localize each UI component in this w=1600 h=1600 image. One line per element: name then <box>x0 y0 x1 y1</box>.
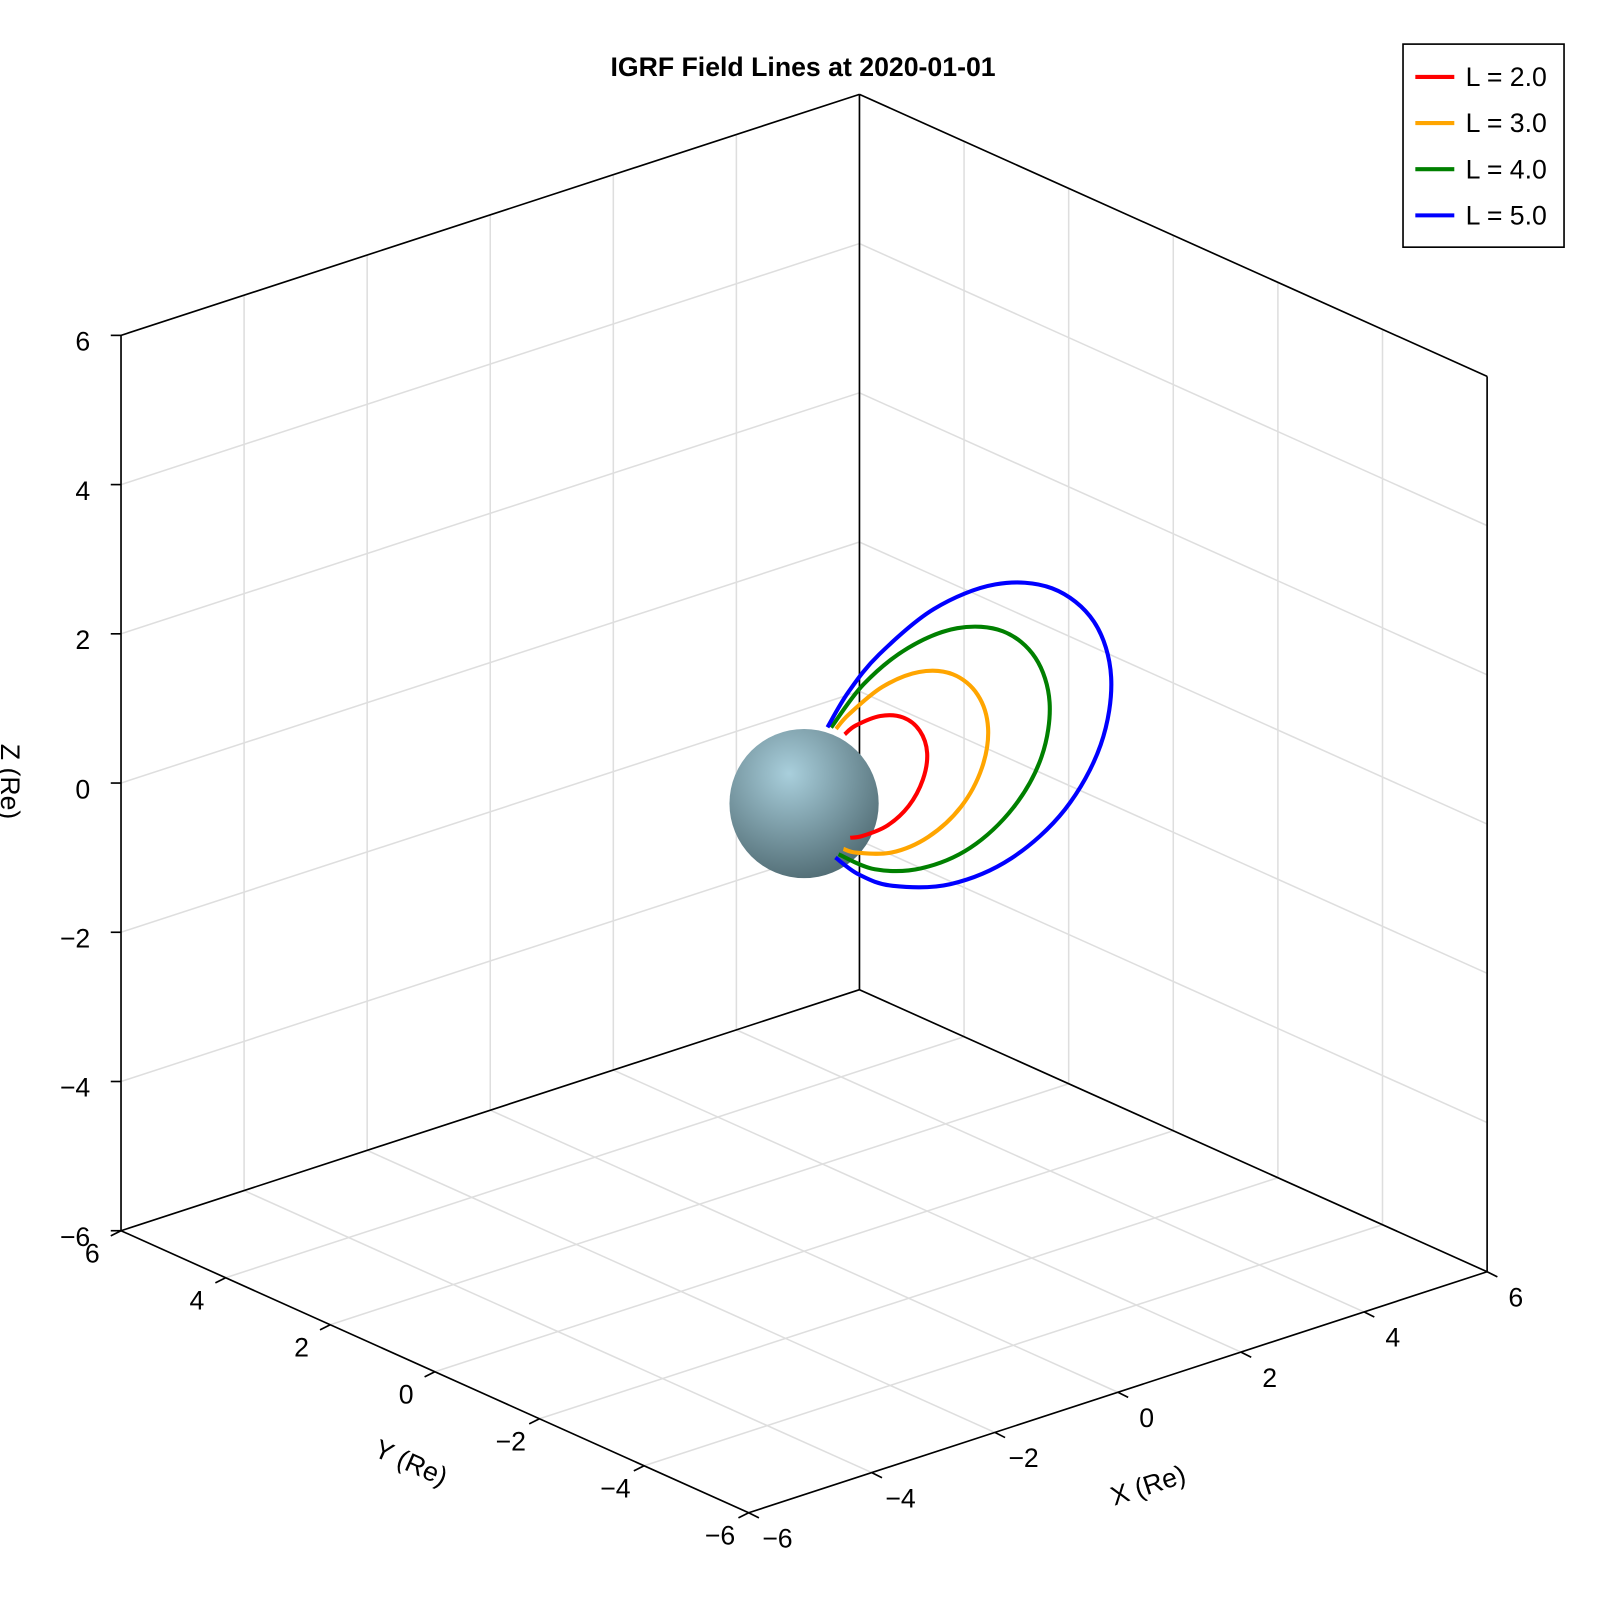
field-line <box>829 624 1052 874</box>
x-tick <box>1363 1311 1375 1318</box>
grid-line <box>120 839 860 1083</box>
grid-line <box>120 541 860 784</box>
axis-frame <box>120 988 860 1232</box>
axis-frame <box>859 93 1488 378</box>
legend-label: L = 5.0 <box>1466 200 1547 230</box>
x-tick <box>748 1512 760 1519</box>
x-tick-label: −2 <box>1008 1443 1038 1473</box>
grid-line <box>539 1176 1279 1420</box>
grid-line <box>120 690 860 934</box>
legend-label: L = 2.0 <box>1466 62 1547 92</box>
x-tick <box>1486 1271 1498 1278</box>
y-tick-label: 0 <box>399 1379 414 1409</box>
legend: L = 2.0 L = 3.0 L = 4.0 L = 5.0 <box>1402 43 1565 248</box>
legend-label: L = 3.0 <box>1466 108 1547 138</box>
grid-line <box>859 690 1488 974</box>
x-tick-label: 6 <box>1508 1282 1523 1312</box>
x-tick-label: 0 <box>1139 1403 1154 1433</box>
chart-title: IGRF Field Lines at 2020-01-01 <box>610 52 995 82</box>
y-tick <box>319 1323 331 1331</box>
z-tick-label: −2 <box>60 924 90 954</box>
grid-line <box>120 392 860 635</box>
z-tick-label: 2 <box>75 625 90 655</box>
x-tick <box>994 1431 1006 1439</box>
x-tick <box>1117 1391 1129 1399</box>
x-tick <box>1240 1351 1252 1358</box>
axis-frame <box>859 988 1488 1273</box>
z-tick-label: −6 <box>60 1222 90 1252</box>
z-tick-label: 0 <box>75 774 90 804</box>
z-tick-label: −4 <box>60 1073 91 1103</box>
grid-line <box>859 541 1488 825</box>
grid-line <box>330 1082 1069 1326</box>
x-tick <box>871 1471 883 1479</box>
x-tick-label: −6 <box>762 1523 792 1553</box>
field-line <box>825 580 1114 890</box>
y-tick <box>633 1465 645 1472</box>
grid-line <box>434 1129 1174 1373</box>
plot-area: IGRF Field Lines at 2020-01-01 Y (Re) X … <box>0 43 1565 1553</box>
y-tick <box>424 1371 436 1378</box>
grid-line <box>225 1035 965 1279</box>
x-tick-label: 2 <box>1262 1363 1277 1393</box>
y-tick <box>215 1276 226 1284</box>
y-tick-label: −4 <box>600 1473 631 1503</box>
y-axis-label: Y (Re) <box>370 1434 452 1493</box>
earth-sphere <box>729 728 879 879</box>
y-tick <box>528 1418 540 1425</box>
y-tick-label: −6 <box>705 1520 735 1550</box>
x-tick-label: 4 <box>1385 1323 1400 1353</box>
z-tick-label: 4 <box>75 476 90 506</box>
z-axis-label: Z (Re) <box>0 744 25 820</box>
x-axis-label: X (Re) <box>1107 1459 1190 1511</box>
legend-label: L = 4.0 <box>1466 154 1547 184</box>
grid-line <box>859 242 1488 527</box>
x-tick-label: −4 <box>885 1483 916 1513</box>
axis-frame <box>120 93 860 337</box>
z-tick-label: 6 <box>75 327 90 357</box>
grid-line <box>643 1224 1383 1467</box>
y-tick-label: 6 <box>85 1238 100 1268</box>
field-line <box>843 713 930 840</box>
y-tick-label: 2 <box>294 1332 309 1362</box>
grid-line <box>859 839 1488 1124</box>
y-tick <box>738 1512 750 1519</box>
grid-line <box>120 242 860 486</box>
y-tick-label: −2 <box>496 1426 526 1456</box>
y-tick <box>110 1229 122 1237</box>
grid-line <box>859 392 1488 676</box>
field-line <box>834 668 991 856</box>
y-tick-label: 4 <box>190 1285 205 1315</box>
